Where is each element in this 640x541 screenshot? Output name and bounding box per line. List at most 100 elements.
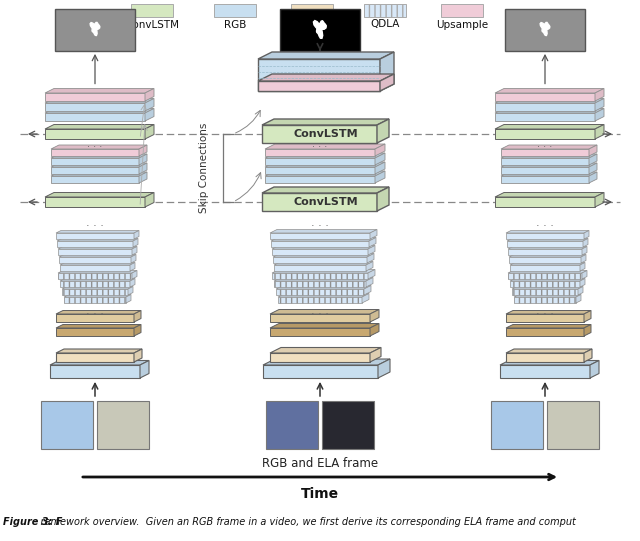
Polygon shape bbox=[270, 229, 377, 233]
Polygon shape bbox=[368, 269, 375, 279]
Polygon shape bbox=[270, 233, 370, 239]
Polygon shape bbox=[510, 281, 580, 287]
Text: RGB: RGB bbox=[224, 19, 246, 30]
Polygon shape bbox=[590, 360, 599, 378]
Polygon shape bbox=[132, 247, 137, 255]
Polygon shape bbox=[58, 270, 137, 273]
Polygon shape bbox=[60, 262, 135, 265]
Polygon shape bbox=[314, 21, 326, 38]
Polygon shape bbox=[270, 353, 370, 362]
Polygon shape bbox=[262, 187, 389, 193]
Polygon shape bbox=[265, 153, 385, 158]
Polygon shape bbox=[514, 297, 576, 303]
Polygon shape bbox=[45, 93, 145, 101]
Text: ConvLSTM: ConvLSTM bbox=[294, 197, 358, 207]
Polygon shape bbox=[583, 239, 588, 247]
Polygon shape bbox=[45, 129, 145, 139]
Polygon shape bbox=[540, 22, 550, 36]
Polygon shape bbox=[274, 281, 366, 287]
Polygon shape bbox=[64, 297, 126, 303]
Polygon shape bbox=[90, 22, 100, 36]
Polygon shape bbox=[265, 176, 375, 183]
Polygon shape bbox=[495, 197, 595, 207]
Polygon shape bbox=[589, 172, 597, 183]
Polygon shape bbox=[584, 230, 589, 239]
Polygon shape bbox=[45, 103, 145, 111]
Polygon shape bbox=[595, 89, 604, 101]
Text: ConvLSTM: ConvLSTM bbox=[125, 19, 179, 30]
Polygon shape bbox=[380, 52, 394, 91]
Polygon shape bbox=[506, 353, 584, 362]
Polygon shape bbox=[45, 89, 154, 93]
Polygon shape bbox=[58, 273, 132, 279]
Polygon shape bbox=[377, 187, 389, 211]
Polygon shape bbox=[128, 287, 133, 295]
Polygon shape bbox=[501, 154, 597, 158]
Text: ramework overview.  Given an RGB frame in a video, we first derive its correspon: ramework overview. Given an RGB frame in… bbox=[3, 517, 576, 527]
Polygon shape bbox=[495, 103, 595, 111]
Polygon shape bbox=[584, 325, 591, 336]
FancyBboxPatch shape bbox=[97, 401, 149, 449]
Polygon shape bbox=[271, 241, 369, 247]
FancyBboxPatch shape bbox=[131, 3, 173, 16]
Polygon shape bbox=[584, 349, 592, 362]
Polygon shape bbox=[595, 124, 604, 139]
Polygon shape bbox=[130, 262, 135, 271]
Polygon shape bbox=[270, 347, 381, 353]
Polygon shape bbox=[134, 325, 141, 336]
Polygon shape bbox=[60, 279, 135, 281]
Polygon shape bbox=[366, 261, 373, 271]
Polygon shape bbox=[582, 247, 587, 255]
Polygon shape bbox=[508, 249, 582, 255]
Polygon shape bbox=[506, 230, 589, 233]
Polygon shape bbox=[375, 144, 385, 156]
Polygon shape bbox=[582, 270, 587, 279]
Polygon shape bbox=[56, 311, 141, 314]
Polygon shape bbox=[265, 144, 385, 149]
Polygon shape bbox=[51, 154, 147, 158]
Polygon shape bbox=[258, 81, 380, 91]
Polygon shape bbox=[58, 249, 132, 255]
Polygon shape bbox=[272, 273, 368, 279]
Polygon shape bbox=[258, 59, 380, 91]
Text: . . .: . . . bbox=[538, 139, 552, 149]
Text: . . .: . . . bbox=[86, 218, 104, 228]
Text: . . .: . . . bbox=[311, 306, 329, 316]
Polygon shape bbox=[62, 289, 128, 295]
Polygon shape bbox=[508, 270, 587, 273]
FancyBboxPatch shape bbox=[214, 3, 256, 16]
FancyBboxPatch shape bbox=[322, 401, 374, 449]
Polygon shape bbox=[45, 98, 154, 103]
Polygon shape bbox=[510, 265, 580, 271]
Polygon shape bbox=[595, 98, 604, 111]
Polygon shape bbox=[270, 328, 370, 336]
Polygon shape bbox=[60, 281, 130, 287]
Polygon shape bbox=[51, 176, 139, 183]
Polygon shape bbox=[274, 265, 366, 271]
Polygon shape bbox=[506, 328, 584, 336]
Polygon shape bbox=[263, 359, 390, 365]
Polygon shape bbox=[262, 119, 389, 125]
Polygon shape bbox=[509, 254, 586, 257]
Polygon shape bbox=[56, 349, 142, 353]
Text: RGB and ELA frame: RGB and ELA frame bbox=[262, 457, 378, 470]
Text: . . .: . . . bbox=[536, 218, 554, 228]
FancyBboxPatch shape bbox=[547, 401, 599, 449]
Polygon shape bbox=[57, 241, 133, 247]
Polygon shape bbox=[508, 273, 582, 279]
Polygon shape bbox=[514, 294, 581, 297]
Polygon shape bbox=[130, 279, 135, 287]
Polygon shape bbox=[51, 167, 139, 174]
Polygon shape bbox=[139, 172, 147, 183]
Polygon shape bbox=[56, 353, 134, 362]
Polygon shape bbox=[378, 359, 390, 378]
Polygon shape bbox=[262, 193, 377, 211]
Text: . . .: . . . bbox=[86, 306, 104, 316]
Polygon shape bbox=[59, 257, 131, 263]
Polygon shape bbox=[145, 124, 154, 139]
Polygon shape bbox=[271, 237, 376, 241]
Polygon shape bbox=[367, 254, 374, 263]
Polygon shape bbox=[140, 360, 149, 378]
Polygon shape bbox=[375, 162, 385, 174]
Polygon shape bbox=[131, 254, 136, 263]
